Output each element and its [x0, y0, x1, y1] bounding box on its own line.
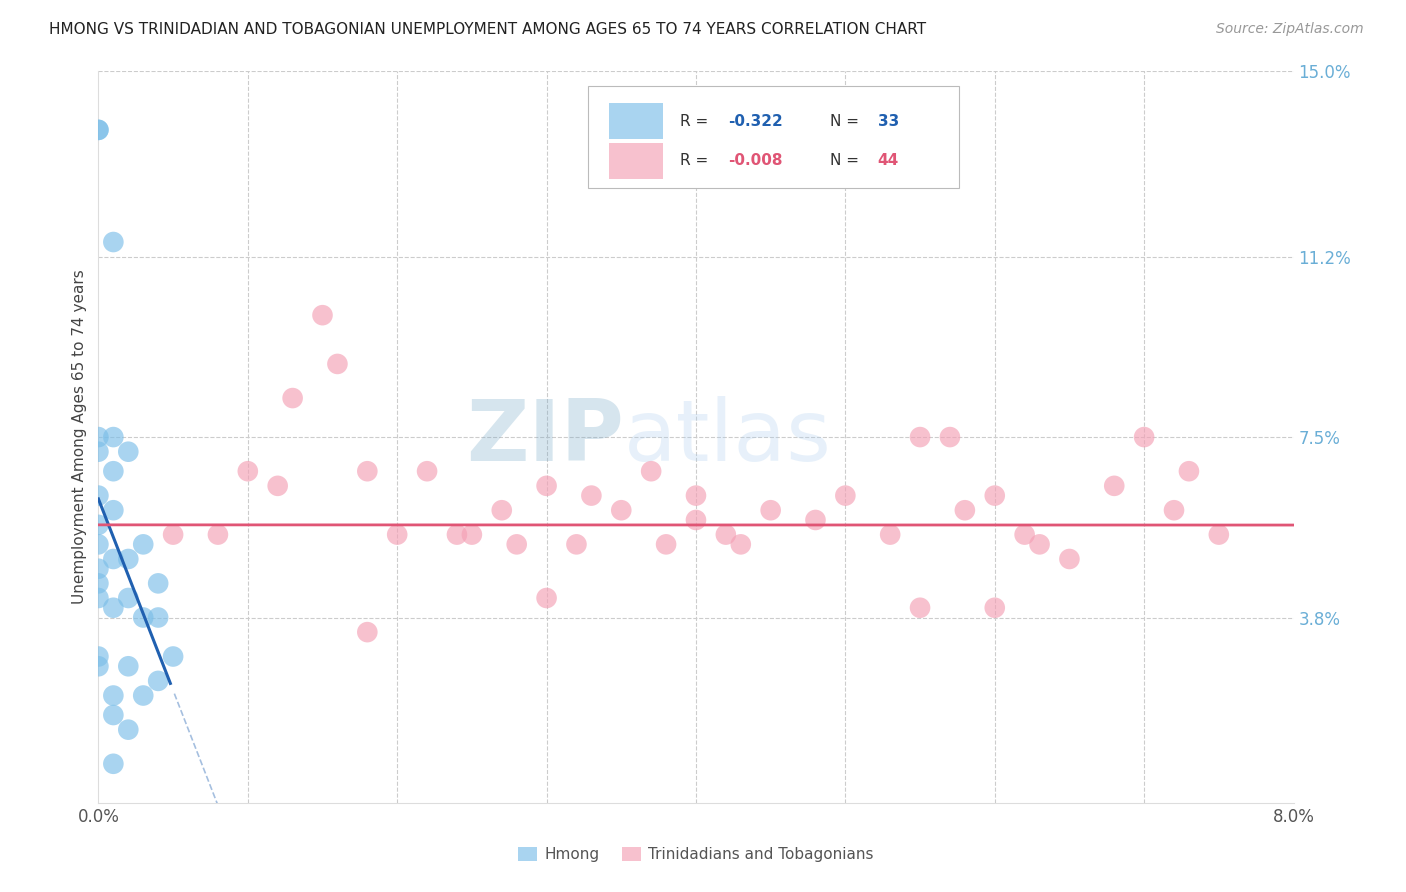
Point: [87, 123, 110, 137]
Point: [132, 537, 155, 551]
Point: [103, 430, 125, 444]
Point: [103, 600, 125, 615]
Point: [267, 479, 290, 493]
Point: [834, 489, 856, 503]
Text: Source: ZipAtlas.com: Source: ZipAtlas.com: [1216, 22, 1364, 37]
Point: [655, 537, 678, 551]
Point: [714, 527, 737, 541]
Text: N =: N =: [830, 113, 863, 128]
FancyBboxPatch shape: [589, 86, 959, 188]
Point: [87, 123, 110, 137]
Point: [207, 527, 229, 541]
Point: [103, 756, 125, 771]
Point: [491, 503, 513, 517]
Point: [87, 430, 110, 444]
Point: [984, 600, 1007, 615]
Y-axis label: Unemployment Among Ages 65 to 74 years: Unemployment Among Ages 65 to 74 years: [72, 269, 87, 605]
Point: [103, 708, 125, 723]
Point: [87, 649, 110, 664]
Point: [1028, 537, 1050, 551]
Point: [1014, 527, 1036, 541]
Text: 44: 44: [877, 153, 898, 169]
Point: [908, 600, 931, 615]
Text: R =: R =: [681, 113, 714, 128]
Point: [1163, 503, 1185, 517]
Point: [87, 576, 110, 591]
Point: [385, 527, 409, 541]
Point: [117, 591, 139, 605]
Point: [103, 235, 125, 249]
Point: [162, 649, 184, 664]
Point: [610, 503, 633, 517]
Point: [759, 503, 782, 517]
Point: [87, 659, 110, 673]
Point: [953, 503, 976, 517]
Text: atlas: atlas: [624, 395, 832, 479]
Text: R =: R =: [681, 153, 714, 169]
Point: [103, 464, 125, 478]
Point: [148, 576, 170, 591]
Point: [87, 517, 110, 532]
Text: -0.008: -0.008: [728, 153, 783, 169]
Point: [1178, 464, 1201, 478]
Point: [356, 464, 378, 478]
Legend: Hmong, Trinidadians and Tobagonians: Hmong, Trinidadians and Tobagonians: [512, 841, 880, 868]
Point: [356, 625, 378, 640]
Point: [87, 591, 110, 605]
Point: [311, 308, 333, 322]
Point: [506, 537, 529, 551]
Bar: [609, 103, 662, 138]
Point: [804, 513, 827, 527]
Point: [148, 673, 170, 688]
Text: -0.322: -0.322: [728, 113, 783, 128]
Point: [565, 537, 588, 551]
Point: [939, 430, 962, 444]
Point: [87, 489, 110, 503]
Point: [132, 610, 155, 624]
Point: [1059, 552, 1081, 566]
Point: [416, 464, 439, 478]
Bar: [609, 144, 662, 178]
Point: [730, 537, 752, 551]
Point: [87, 562, 110, 576]
Point: [908, 430, 931, 444]
Point: [162, 527, 184, 541]
Point: [103, 503, 125, 517]
Point: [536, 591, 558, 605]
Point: [148, 610, 170, 624]
Text: N =: N =: [830, 153, 863, 169]
Text: ZIP: ZIP: [467, 395, 624, 479]
Point: [461, 527, 484, 541]
Point: [103, 552, 125, 566]
Point: [281, 391, 304, 405]
Point: [879, 527, 901, 541]
Point: [87, 444, 110, 458]
Point: [640, 464, 662, 478]
Point: [581, 489, 603, 503]
Point: [446, 527, 468, 541]
Point: [685, 489, 707, 503]
Text: 33: 33: [877, 113, 898, 128]
Text: HMONG VS TRINIDADIAN AND TOBAGONIAN UNEMPLOYMENT AMONG AGES 65 TO 74 YEARS CORRE: HMONG VS TRINIDADIAN AND TOBAGONIAN UNEM…: [49, 22, 927, 37]
Point: [685, 513, 707, 527]
Point: [1208, 527, 1230, 541]
Point: [117, 659, 139, 673]
Point: [536, 479, 558, 493]
Point: [103, 689, 125, 703]
Point: [117, 552, 139, 566]
Point: [326, 357, 349, 371]
Point: [132, 689, 155, 703]
Point: [236, 464, 259, 478]
Point: [117, 444, 139, 458]
Point: [1133, 430, 1156, 444]
Point: [87, 537, 110, 551]
Point: [1104, 479, 1126, 493]
Point: [117, 723, 139, 737]
Point: [984, 489, 1007, 503]
